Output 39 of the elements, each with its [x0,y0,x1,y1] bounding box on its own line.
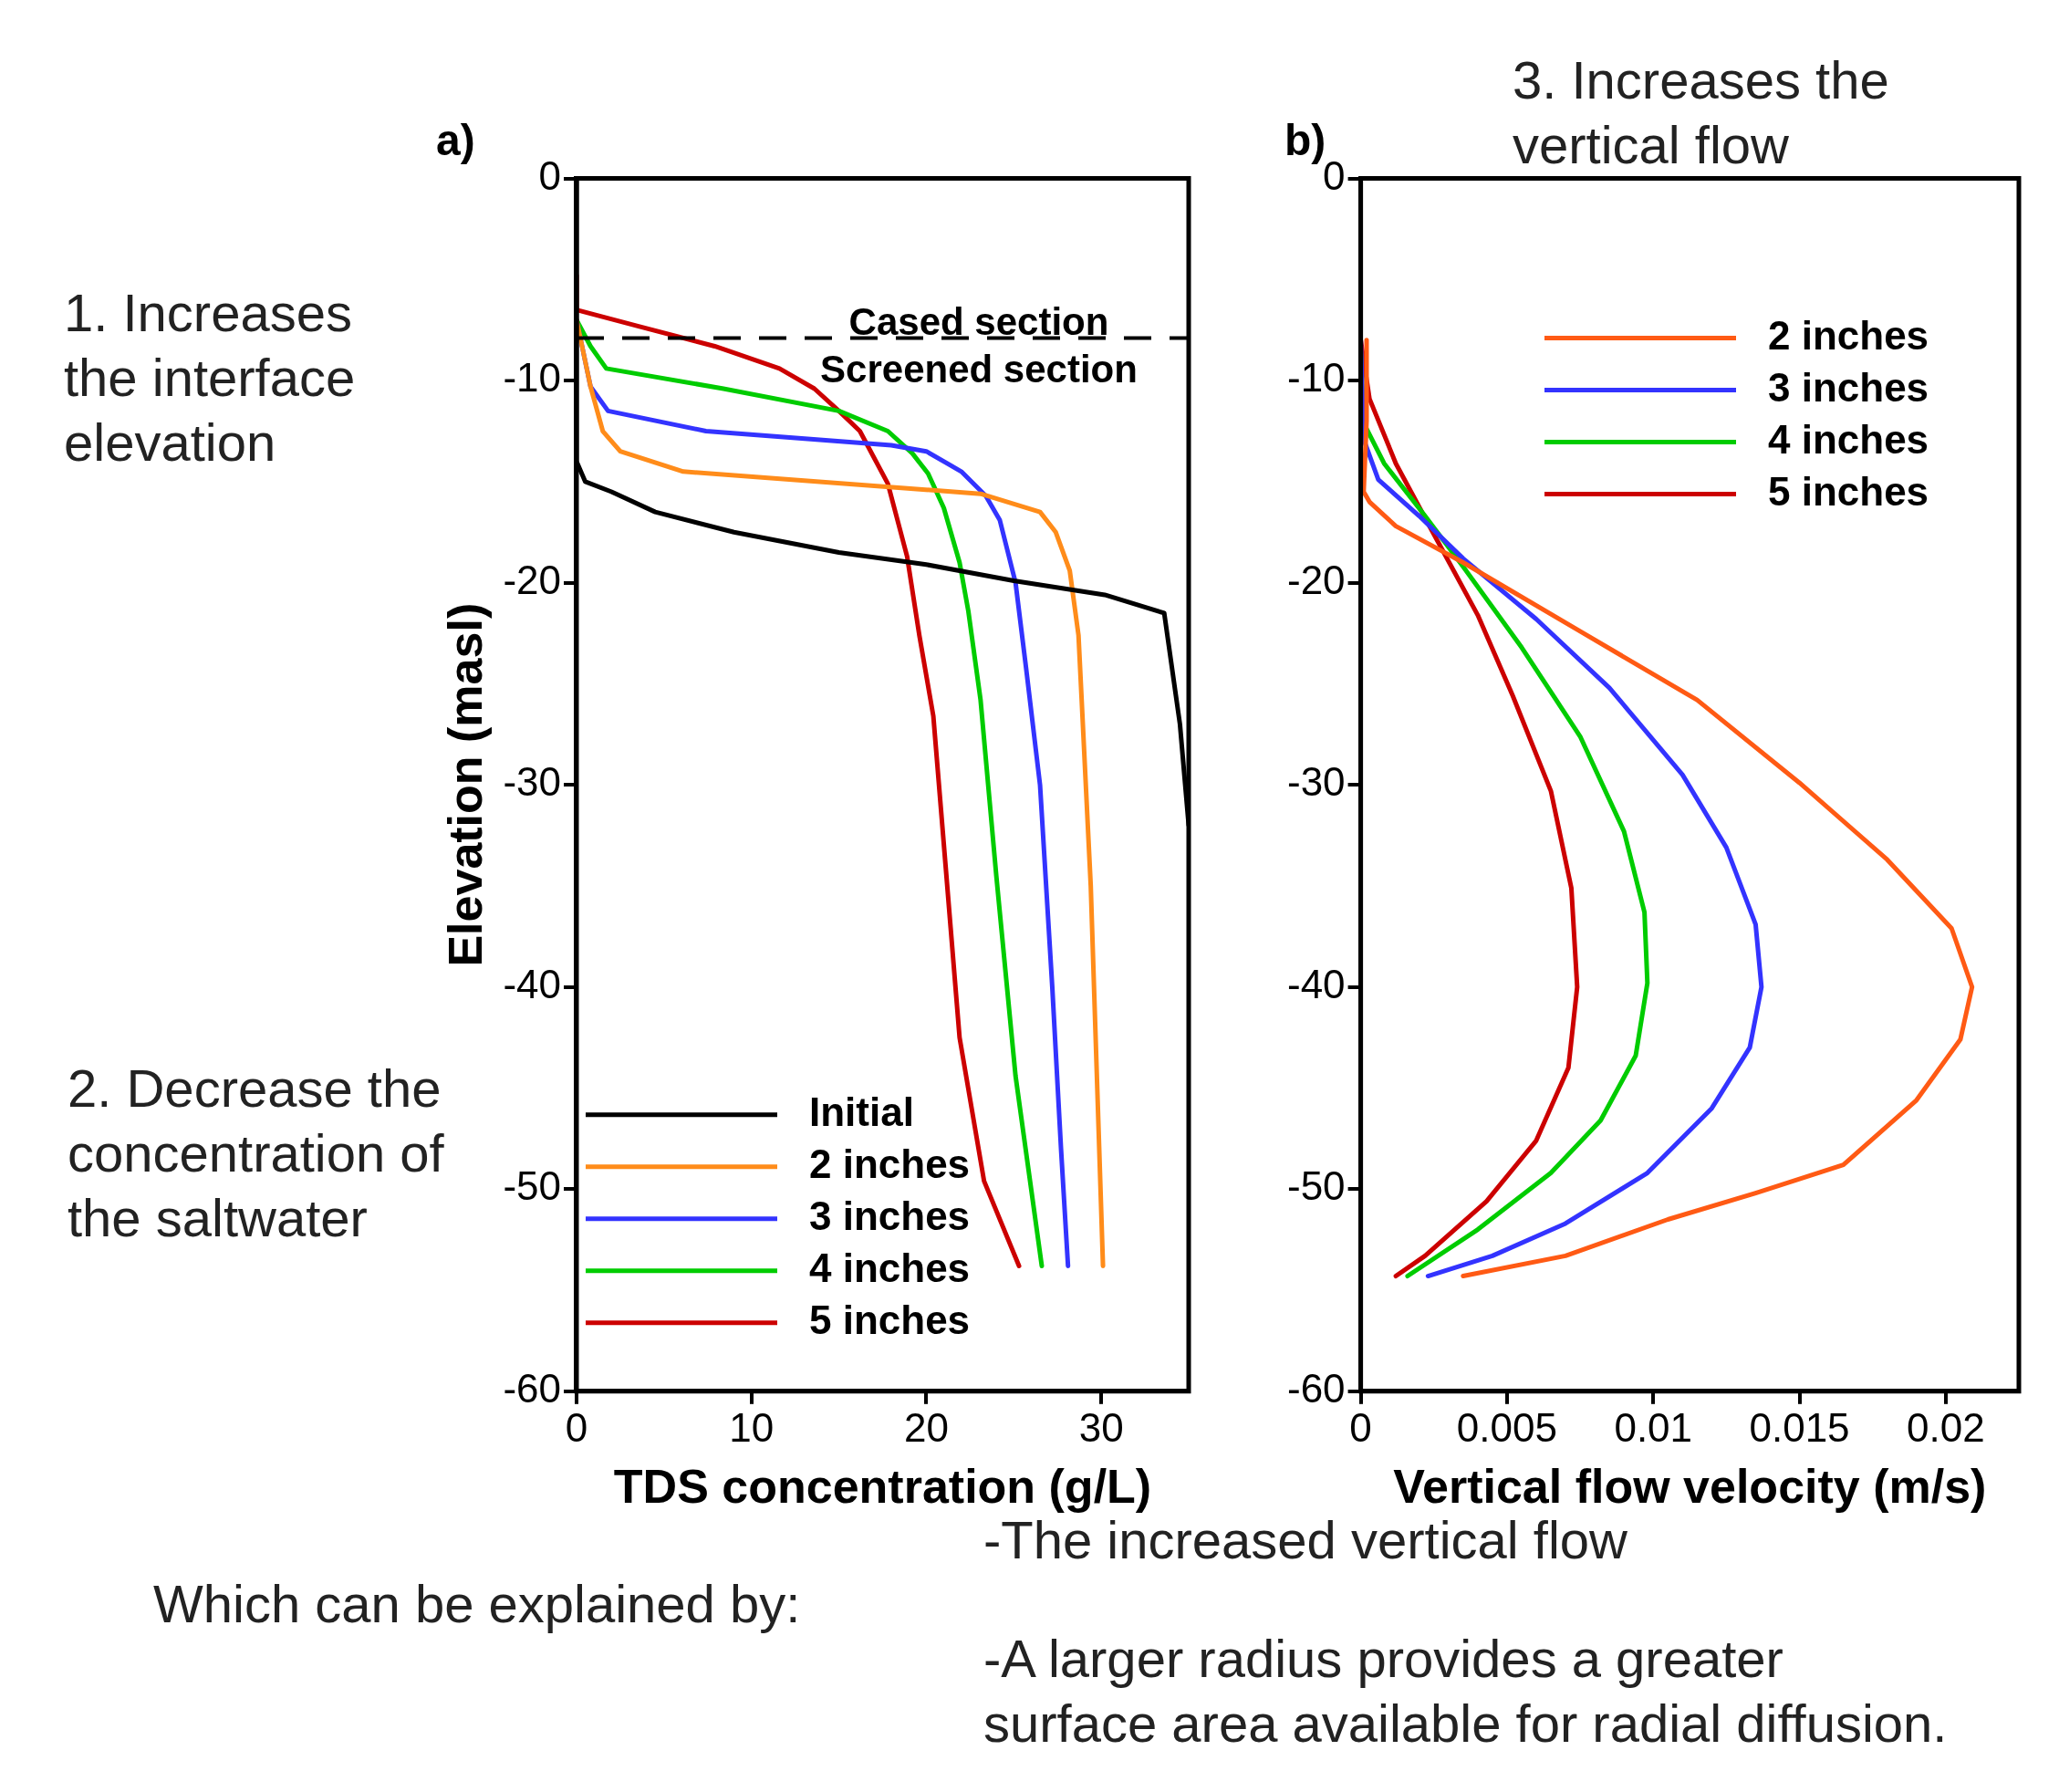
y-tick-label: -50 [1287,1163,1346,1209]
y-tick-label: -20 [503,557,561,602]
x-tick-label: 0.01 [1614,1405,1693,1451]
text: -A larger radius provides a greater surface area available for radial diffusion. [983,1628,1949,1755]
y-tick-label: -30 [1287,759,1346,805]
legend-label: 4 inches [808,1245,971,1290]
legend-label: 4 inches [1768,416,1929,462]
y-axis-title: Elevation (masl) [438,602,492,967]
chart-title: a) [436,116,475,165]
x-tick-label: 10 [729,1405,775,1451]
annotation: Cased section [848,300,1110,344]
legend-label: Initial [808,1089,914,1134]
x-axis-title: Vertical flow velocity (m/s) [1393,1460,1987,1514]
y-tick-label: -40 [1287,961,1346,1006]
legend-label: 5 inches [808,1297,971,1342]
x-tick-label: 20 [903,1405,949,1451]
y-tick-label: -60 [503,1365,561,1411]
y-tick-label: -10 [1287,355,1346,401]
y-tick-label: -30 [503,759,561,805]
legend-label: 3 inches [1768,364,1929,410]
y-tick-label: -50 [503,1163,561,1209]
x-tick-label: 0.02 [1907,1405,1985,1451]
y-tick-label: 0 [538,152,561,198]
text: 2. Decrease the concentration of the saltwater [68,1058,444,1247]
legend-label: 2 inches [808,1141,971,1186]
y-tick-label: -40 [503,961,561,1006]
y-tick-label: -10 [503,355,561,401]
annotation: Screened section [819,348,1139,391]
y-tick-label: -60 [1287,1365,1346,1411]
text: 1. Increases the interface elevation [64,282,357,474]
legend-label: 3 inches [808,1193,971,1238]
legend-label: 2 inches [1768,312,1929,358]
x-tick-label: 0.015 [1749,1405,1850,1451]
y-tick-label: -20 [1287,557,1346,602]
x-tick-label: 0.005 [1456,1405,1557,1451]
text: Which can be explained by: [153,1573,802,1635]
legend-label: 5 inches [1768,468,1929,514]
text: 3. Increases the vertical flow [1513,49,1890,176]
x-tick-label: 30 [1078,1405,1124,1451]
